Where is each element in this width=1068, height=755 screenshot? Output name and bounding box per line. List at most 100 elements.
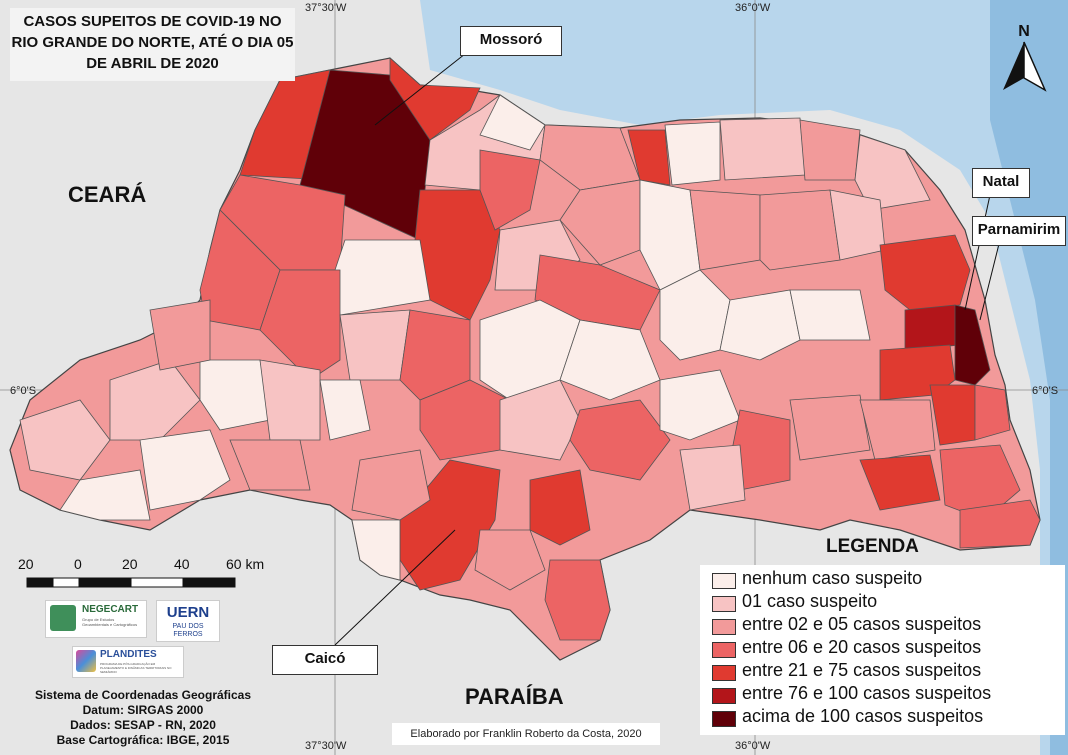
municipality: [474, 529, 546, 591]
municipality: [759, 189, 841, 271]
negecart-logo-subtitle: Grupo de Estudos Geoambientais e Cartogr…: [82, 617, 138, 627]
municipality: [569, 399, 671, 481]
uern-logo-text: UERN: [166, 604, 210, 621]
municipality: [974, 384, 1011, 441]
coord-label-bottom-right: 36°0'W: [735, 740, 771, 752]
coord-label-bottom-left: 37°30'W: [305, 740, 347, 752]
municipality: [139, 429, 231, 511]
municipality: [859, 399, 936, 461]
municipality: [829, 189, 886, 261]
municipalities: [19, 57, 1041, 641]
municipality: [334, 239, 431, 316]
municipality: [559, 179, 641, 266]
municipality: [479, 94, 546, 151]
scale-label: 40: [174, 556, 190, 572]
legend: nenhum caso suspeito 01 caso suspeito en…: [700, 565, 1065, 735]
legend-label: entre 02 e 05 casos suspeitos: [742, 614, 982, 634]
callout-mossoro: Mossoró: [460, 26, 562, 56]
municipality: [199, 209, 281, 331]
parnamirim-leader-line: [979, 239, 1001, 321]
legend-label: entre 76 e 100 casos suspeitos: [742, 683, 992, 703]
scale-label: 20: [122, 556, 138, 572]
region-label-ceara: CEARÁ: [68, 182, 147, 207]
negecart-logo-text: NEGECART: [82, 604, 139, 615]
tree-icon: [50, 605, 76, 631]
negecart-logo: NEGECART Grupo de Estudos Geoambientais …: [45, 600, 147, 638]
municipality: [689, 189, 761, 271]
municipality: [529, 469, 591, 546]
info-line: Datum: SIRGAS 2000: [82, 703, 204, 717]
north-label: N: [1018, 23, 1030, 40]
municipality: [959, 499, 1041, 549]
municipality: [679, 444, 746, 511]
legend-label: 01 caso suspeito: [742, 591, 878, 611]
legend-title: LEGENDA: [826, 536, 919, 557]
coord-label-left: 6°0'S: [10, 385, 37, 397]
legend-label: acima de 100 casos suspeitos: [742, 706, 984, 726]
municipality: [319, 379, 371, 441]
info-line: Sistema de Coordenadas Geográficas: [34, 688, 252, 702]
uern-logo-subtitle: PAU DOS FERROS: [172, 623, 204, 638]
scale-label: 0: [74, 556, 82, 572]
legend-swatch: [712, 688, 736, 704]
natal-leader-line: [964, 194, 991, 311]
coord-label-right: 6°0'S: [1032, 385, 1059, 397]
north-arrow: [1003, 41, 1047, 92]
municipality: [351, 519, 401, 581]
municipality: [149, 299, 211, 371]
municipality: [259, 269, 341, 381]
coord-label-top-right: 36°0'W: [735, 2, 771, 14]
legend-swatch: [712, 665, 736, 681]
municipality: [259, 359, 321, 441]
puzzle-icon: [76, 650, 96, 672]
map-title: CASOS SUPEITOS DE COVID-19 NO RIO GRANDE…: [10, 8, 295, 81]
scale-label: 60 km: [226, 556, 265, 572]
municipality: [627, 129, 671, 186]
municipality: [859, 454, 941, 511]
scale-label: 20: [18, 556, 34, 572]
municipality: [544, 559, 611, 641]
coord-label-top-left: 37°30'W: [305, 2, 347, 14]
municipality: [339, 309, 411, 381]
municipality-natal-area: [879, 234, 971, 311]
title-line: CASOS SUPEITOS DE COVID-19 NO: [23, 13, 282, 30]
map-credit: Elaborado por Franklin Roberto da Costa,…: [392, 723, 660, 745]
municipality: [719, 117, 806, 181]
uern-logo: UERN PAU DOS FERROS: [156, 600, 220, 642]
plandites-logo: PLANDITES PROGRAMA DE PÓS-GRADUAÇÃO EM P…: [72, 646, 184, 678]
title-line: RIO GRANDE DO NORTE, ATÉ O DIA 05: [11, 34, 294, 51]
callout-parnamirim: Parnamirim: [972, 216, 1066, 246]
municipality: [351, 449, 431, 521]
mossoro-leader-line: [374, 49, 471, 126]
municipality: [904, 304, 961, 351]
map-info: Sistema de Coordenadas Geográficas Datum…: [18, 688, 268, 748]
legend-swatch: [712, 711, 736, 727]
municipality: [389, 57, 481, 141]
municipality: [229, 439, 311, 491]
title-line: DE ABRIL DE 2020: [86, 55, 219, 72]
municipality: [59, 469, 151, 521]
municipality: [199, 359, 271, 431]
legend-swatch: [712, 596, 736, 612]
region-label-paraiba: PARAÍBA: [465, 684, 564, 709]
legend-swatch: [712, 642, 736, 658]
callout-caico: Caicó: [272, 645, 378, 675]
legend-label: entre 21 e 75 casos suspeitos: [742, 660, 982, 680]
callout-natal: Natal: [972, 168, 1030, 198]
legend-swatch: [712, 619, 736, 635]
municipality: [559, 319, 661, 401]
legend-label: nenhum caso suspeito: [742, 568, 923, 588]
municipality: [664, 121, 721, 186]
municipality: [719, 289, 801, 361]
municipality: [789, 289, 871, 341]
info-line: Base Cartográfica: IBGE, 2015: [56, 733, 230, 747]
legend-label: entre 06 e 20 casos suspeitos: [742, 637, 982, 657]
municipality: [659, 369, 741, 441]
plandites-logo-subtitle: PROGRAMA DE PÓS-GRADUAÇÃO EM PLANEJAMENT…: [100, 662, 172, 674]
municipality: [479, 149, 541, 231]
municipality: [799, 119, 861, 181]
plandites-logo-text: PLANDITES: [100, 649, 157, 660]
scale-bar: [26, 577, 236, 588]
legend-swatch: [712, 573, 736, 589]
municipality: [789, 394, 871, 461]
